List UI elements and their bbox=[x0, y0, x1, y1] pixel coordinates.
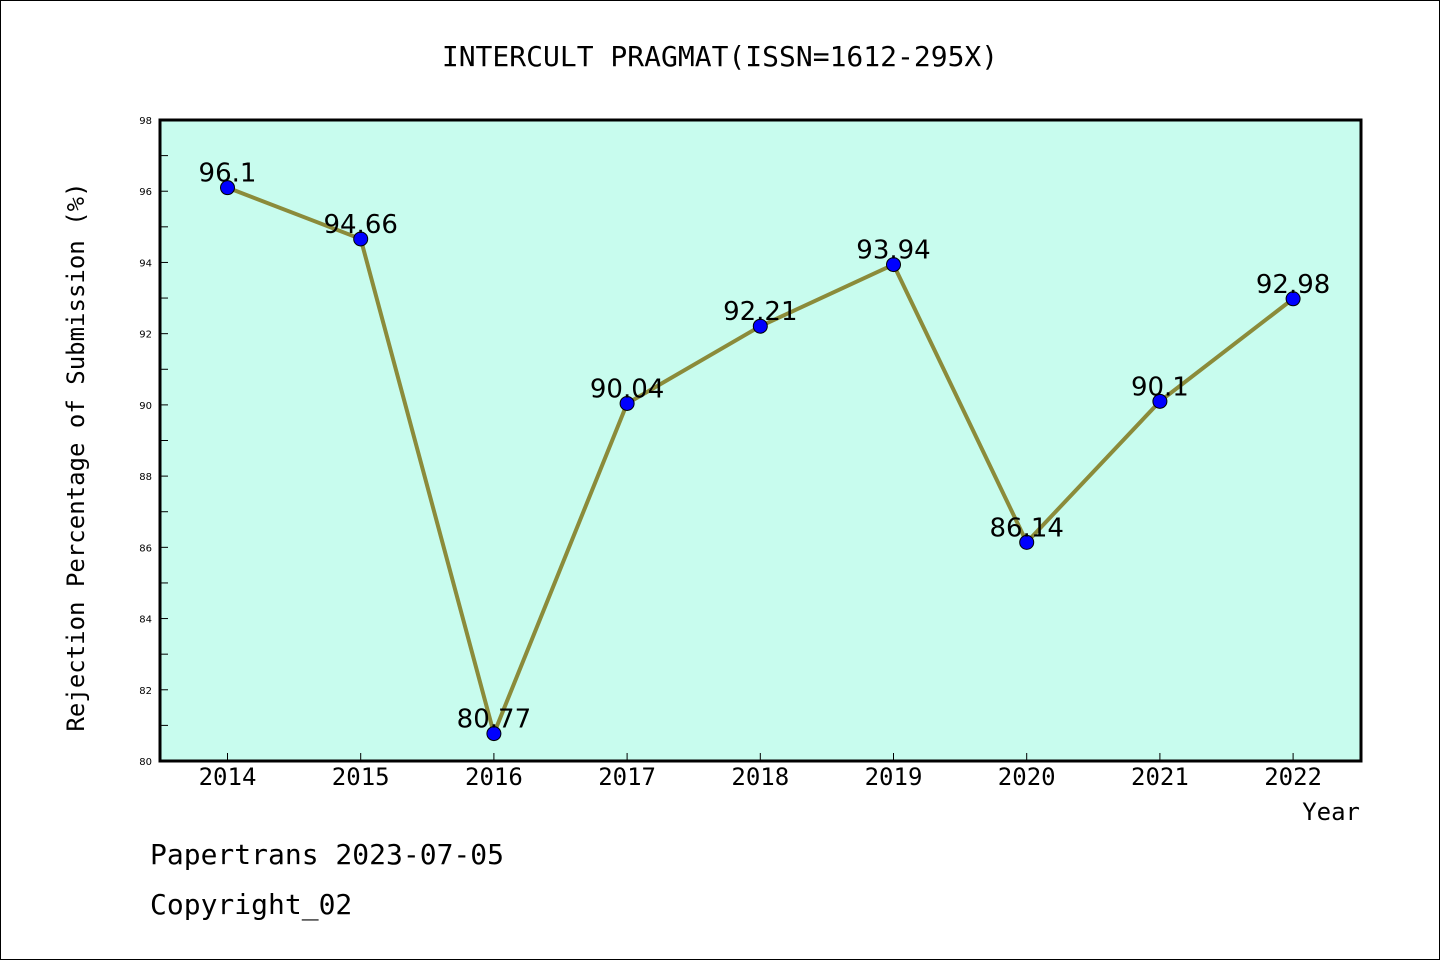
data-point bbox=[353, 231, 369, 247]
data-label: 92.21 bbox=[723, 297, 797, 327]
x-tick-label: 2021 bbox=[1131, 763, 1189, 791]
data-label: 93.94 bbox=[856, 236, 930, 266]
data-point bbox=[220, 180, 235, 196]
y-tick-label: 96 bbox=[139, 187, 152, 198]
series-group bbox=[220, 180, 1301, 742]
x-axis: 2014 2015 2016 2017 2018 2019 2020 2021 2022 bbox=[199, 753, 1322, 791]
data-label: 92.98 bbox=[1256, 270, 1330, 300]
y-tick-label: 94 bbox=[139, 258, 152, 269]
data-point bbox=[752, 318, 768, 334]
y-tick-label: 92 bbox=[139, 330, 152, 341]
data-point bbox=[619, 395, 635, 411]
footer-copyright: Copyright_02 bbox=[150, 888, 352, 922]
y-axis-label: Rejection Percentage of Submission (%) bbox=[62, 182, 90, 731]
y-tick-label: 90 bbox=[139, 401, 152, 412]
data-label: 86.14 bbox=[989, 513, 1063, 543]
x-tick-label: 2020 bbox=[998, 763, 1056, 791]
y-tick-label: 80 bbox=[139, 757, 152, 768]
data-point bbox=[1285, 291, 1301, 307]
y-axis: 80 82 84 86 88 90 92 94 96 98 bbox=[139, 116, 168, 768]
data-label: 80.77 bbox=[457, 705, 531, 735]
y-tick-label: 88 bbox=[139, 472, 152, 483]
x-axis-label: Year bbox=[1302, 798, 1360, 826]
data-point bbox=[1152, 393, 1168, 409]
x-tick-label: 2015 bbox=[332, 763, 390, 791]
x-tick-label: 2018 bbox=[731, 763, 789, 791]
x-tick-label: 2014 bbox=[199, 763, 257, 791]
data-label: 94.66 bbox=[323, 210, 397, 240]
x-tick-label: 2017 bbox=[598, 763, 656, 791]
data-label: 90.1 bbox=[1131, 372, 1189, 402]
footer-date: Papertrans 2023-07-05 bbox=[150, 838, 504, 871]
y-tick-label: 98 bbox=[139, 116, 152, 127]
data-point bbox=[886, 257, 901, 273]
x-tick-label: 2022 bbox=[1264, 763, 1322, 791]
data-point bbox=[486, 726, 502, 742]
y-tick-label: 82 bbox=[139, 686, 152, 697]
data-label: 96.1 bbox=[199, 159, 257, 189]
data-labels: 96.1 94.66 80.77 90.04 92.21 93.94 86.14 90.1 92… bbox=[199, 159, 1331, 735]
x-tick-label: 2016 bbox=[465, 763, 523, 791]
data-point bbox=[1019, 534, 1035, 550]
data-label: 90.04 bbox=[590, 374, 664, 404]
y-tick-label: 86 bbox=[139, 543, 152, 554]
x-tick-label: 2019 bbox=[865, 763, 923, 791]
chart-title: INTERCULT PRAGMAT(ISSN=1612-295X) bbox=[442, 40, 998, 73]
plot-area bbox=[158, 118, 1363, 763]
y-tick-label: 84 bbox=[139, 615, 152, 626]
